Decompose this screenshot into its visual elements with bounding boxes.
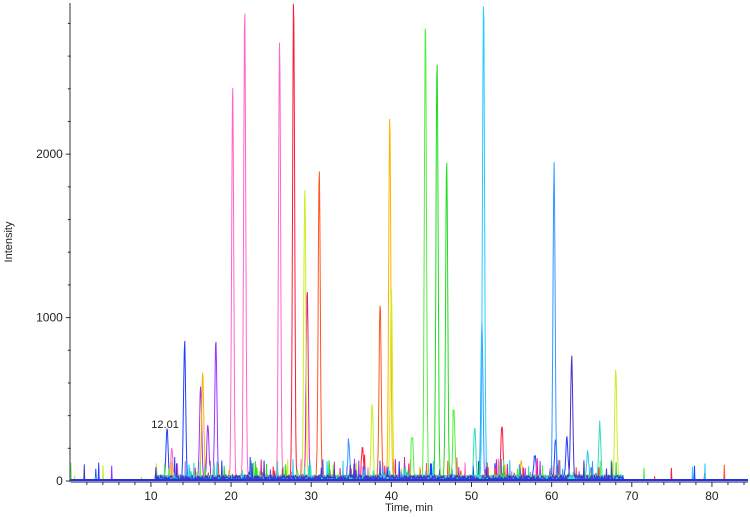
x-tick-label: 10 xyxy=(144,489,158,503)
series-trace-1 xyxy=(70,13,749,483)
x-tick-label: 30 xyxy=(305,489,319,503)
series-trace-7 xyxy=(70,171,748,483)
peak-annotation: 12.01 xyxy=(151,419,179,431)
y-tick-label: 1000 xyxy=(36,311,63,325)
series-trace-11 xyxy=(70,6,749,483)
series-trace-4 xyxy=(70,3,749,483)
y-tick-label: 0 xyxy=(56,474,63,488)
x-tick-label: 50 xyxy=(465,489,479,503)
x-tick-label: 60 xyxy=(545,489,559,503)
x-tick-label: 40 xyxy=(385,489,399,503)
axes: 0 1000 2000 10 20 30 40 50 60 70 80 xyxy=(36,3,748,503)
series-trace-9 xyxy=(70,28,748,483)
x-tick-label: 70 xyxy=(625,489,639,503)
x-tick-label: 80 xyxy=(705,489,719,503)
x-tick-label: 20 xyxy=(224,489,238,503)
series-trace-8 xyxy=(70,162,749,483)
y-tick-label: 2000 xyxy=(36,147,63,161)
x-axis-label: Time, min xyxy=(385,502,433,514)
series-trace-6 xyxy=(70,190,748,483)
chromatogram-traces xyxy=(70,3,749,483)
y-axis-label: Intensity xyxy=(3,221,15,262)
